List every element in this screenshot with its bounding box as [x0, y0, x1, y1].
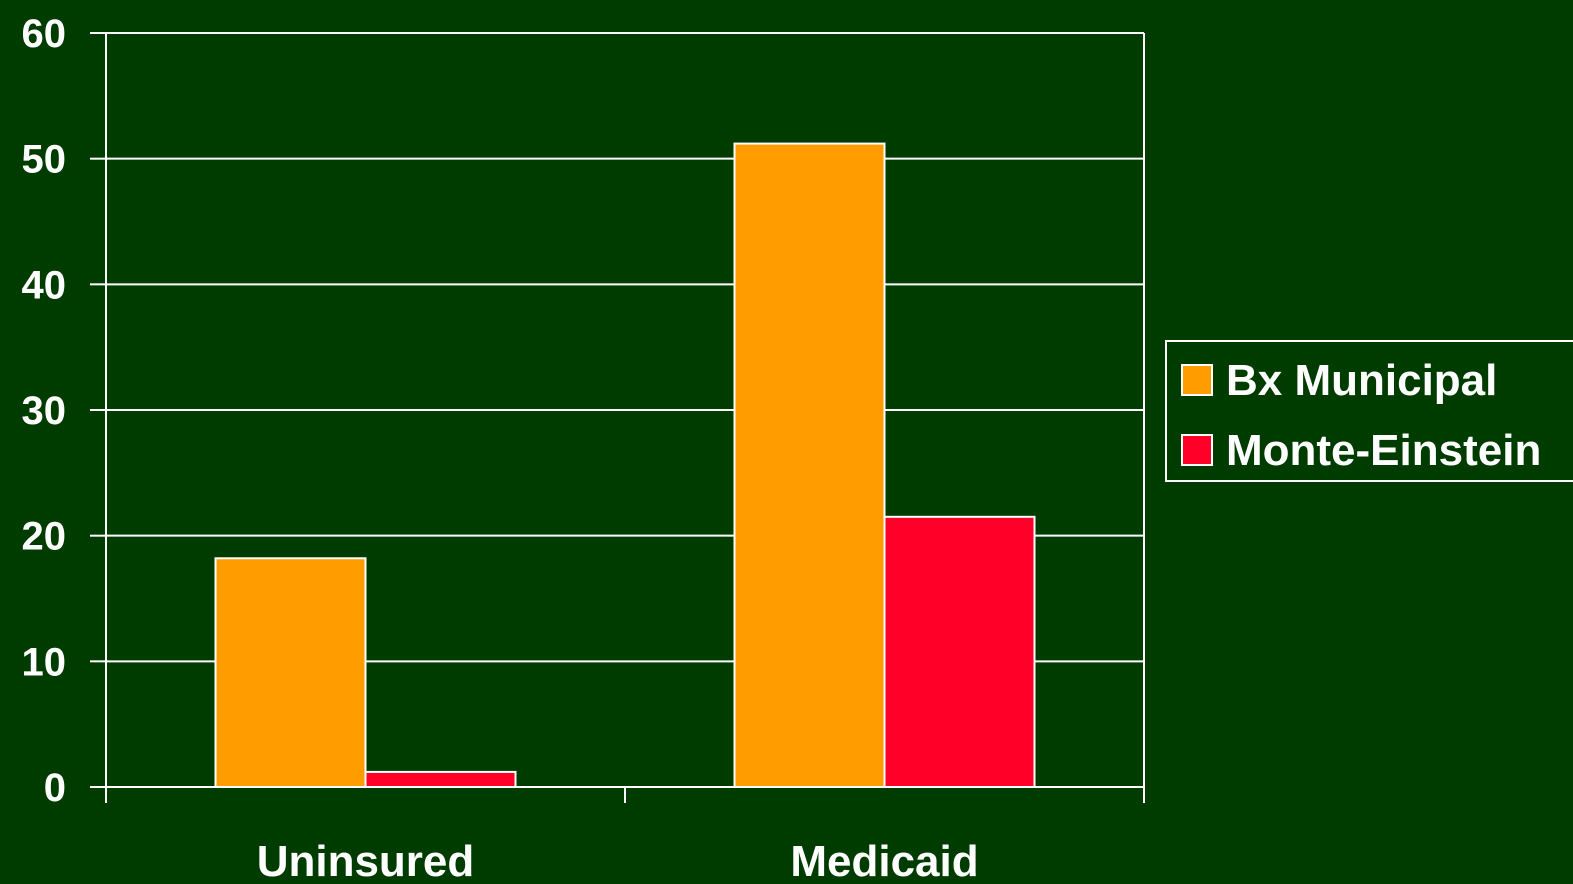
bar-bx-municipal-uninsured: [214, 557, 367, 789]
y-tick-label: 60: [22, 12, 67, 56]
y-tick-labels: 0 10 20 30 40 50 60: [22, 12, 67, 810]
y-tick-label: 30: [22, 389, 67, 433]
y-tick-label: 10: [22, 640, 67, 684]
bars: [214, 142, 1036, 789]
legend-swatch: [1181, 434, 1213, 466]
bar-bx-municipal-medicaid: [733, 142, 886, 788]
legend-box: [1165, 340, 1573, 482]
bar-monte-einstein-uninsured: [364, 770, 517, 788]
y-tick-label: 20: [22, 515, 67, 559]
bar-monte-einstein-medicaid: [883, 515, 1036, 788]
legend-label: Bx Municipal: [1226, 356, 1497, 405]
x-tick-label: Medicaid: [790, 837, 978, 884]
legend: Bx Municipal Monte-Einstein: [1165, 340, 1573, 482]
y-tick-label: 50: [22, 138, 67, 182]
legend-swatch: [1181, 364, 1213, 396]
x-tick-labels: Uninsured Medicaid: [257, 837, 979, 884]
x-tick-label: Uninsured: [257, 837, 475, 884]
y-tick-label: 0: [44, 766, 66, 810]
legend-label: Monte-Einstein: [1226, 426, 1541, 475]
y-tick-label: 40: [22, 263, 67, 307]
axes: [90, 32, 1145, 803]
